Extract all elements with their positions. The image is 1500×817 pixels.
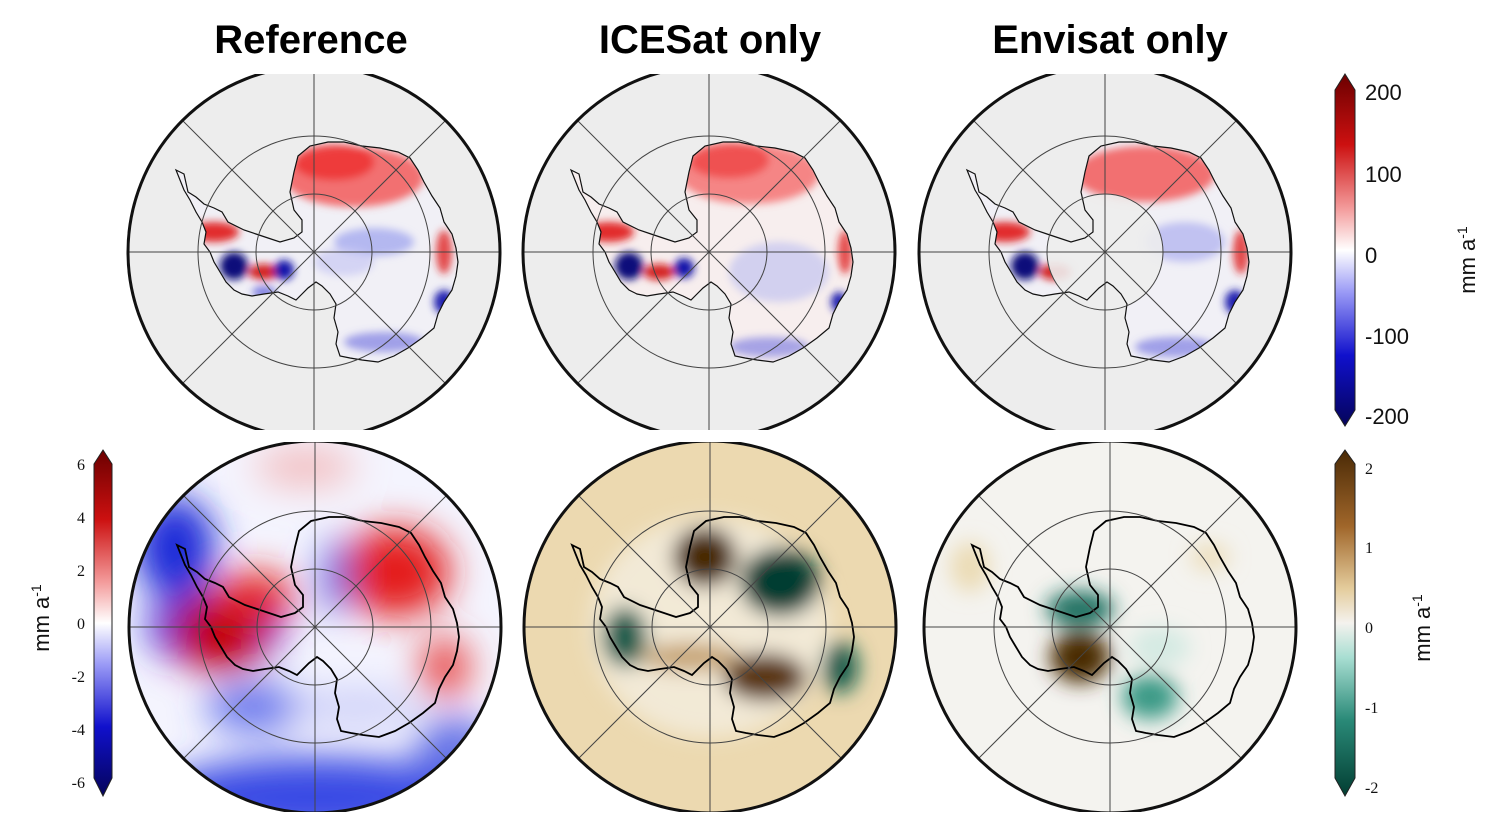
colorbar-bottom-right-bar <box>1334 449 1356 798</box>
cbar-br-tick-3: -1 <box>1365 700 1378 717</box>
cbar-bl-tick-4: -2 <box>72 669 85 686</box>
cbar-tr-tick-4: -200 <box>1365 404 1409 429</box>
cbar-tr-tick-2: 0 <box>1365 243 1377 268</box>
colorbar-bottom-right-ticks: 2 1 0 -1 -2 <box>1365 461 1378 797</box>
colorbar-top-right-ticks: 200 100 0 -100 -200 <box>1365 80 1409 429</box>
title-reference: Reference <box>214 18 408 62</box>
cbar-tr-label: mm a-1 <box>1454 226 1480 294</box>
cbar-bl-tick-5: -4 <box>72 722 85 739</box>
colorbar-bottom-left-ticks: 6 4 2 0 -2 -4 -6 <box>72 457 85 792</box>
colorbar-top-right: 200 100 0 -100 -200 mm a-1 <box>1334 73 1480 429</box>
cbar-bl-label: mm a-1 <box>28 584 54 652</box>
colorbar-bottom-left-bar <box>93 449 113 798</box>
colorbar-bottom-right: 2 1 0 -1 -2 mm a-1 <box>1334 449 1435 798</box>
cbar-br-tick-4: -2 <box>1365 780 1378 797</box>
cbar-tr-tick-1: 100 <box>1365 162 1402 187</box>
cbar-tr-tick-0: 200 <box>1365 80 1402 105</box>
cbar-br-tick-1: 1 <box>1365 540 1373 557</box>
title-envisat: Envisat only <box>992 18 1228 62</box>
title-icesat: ICESat only <box>598 18 822 62</box>
cbar-bl-tick-2: 2 <box>77 563 85 580</box>
cbar-bl-tick-6: -6 <box>72 775 85 792</box>
map-envisat-top <box>917 74 1293 430</box>
map-icesat-top <box>521 74 897 430</box>
colorbar-top-right-bar <box>1334 73 1356 427</box>
map-icesat-bottom <box>522 442 898 812</box>
cbar-br-tick-0: 2 <box>1365 461 1373 478</box>
map-envisat-bottom <box>922 442 1298 812</box>
map-reference-bottom <box>127 442 503 812</box>
cbar-bl-tick-0: 6 <box>77 457 85 474</box>
cbar-br-label: mm a-1 <box>1409 594 1435 662</box>
colorbar-bottom-left: mm a-1 6 4 2 0 -2 -4 -6 <box>28 449 113 798</box>
map-reference-top <box>126 74 502 430</box>
cbar-tr-tick-3: -100 <box>1365 324 1409 349</box>
cbar-bl-tick-1: 4 <box>77 510 85 527</box>
cbar-br-tick-2: 0 <box>1365 620 1373 637</box>
cbar-bl-tick-3: 0 <box>77 616 85 633</box>
